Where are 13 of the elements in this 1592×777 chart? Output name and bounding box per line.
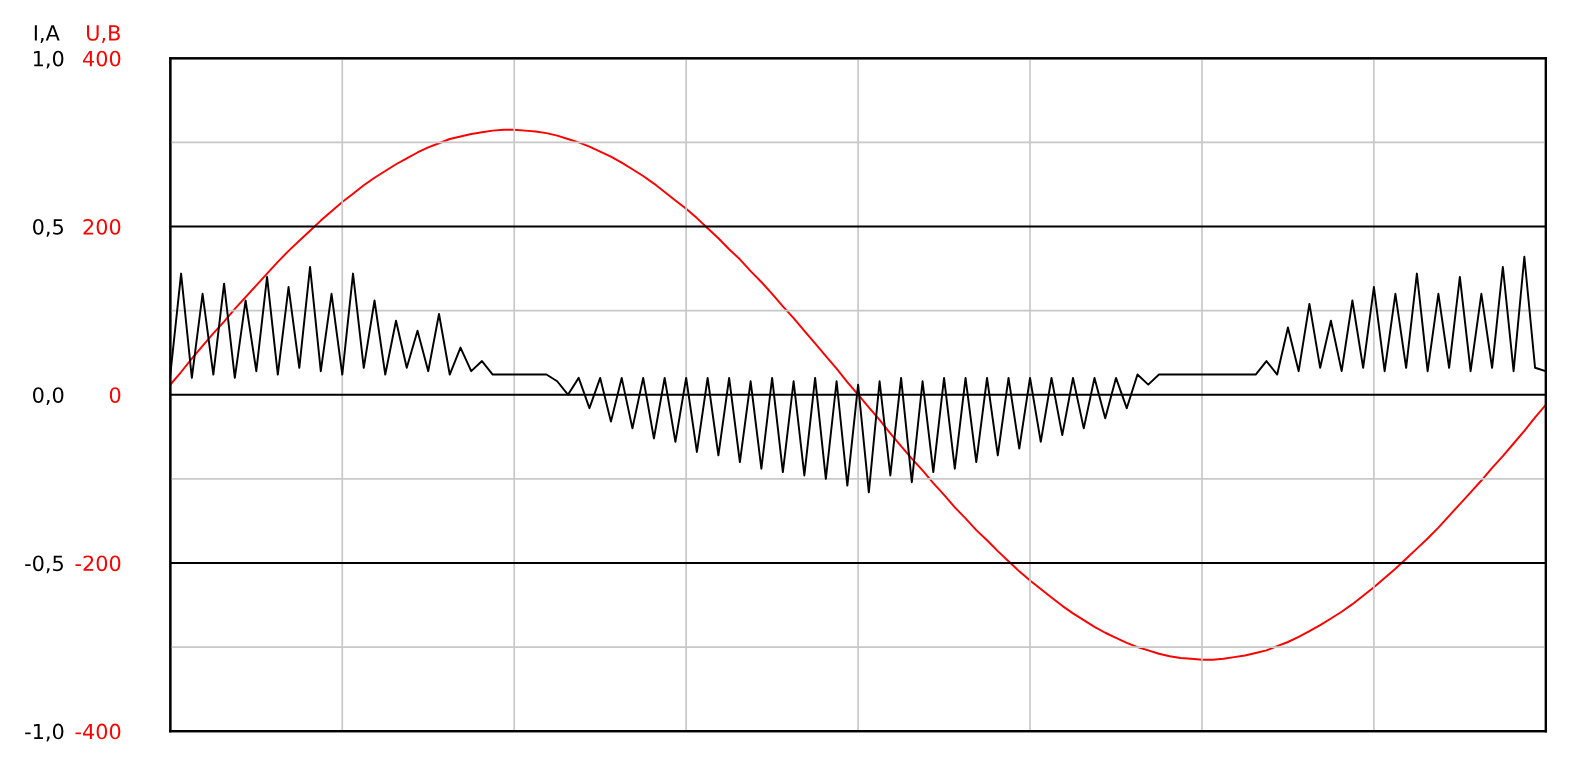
y-axis-title: I,A bbox=[34, 25, 60, 43]
y2-tick-label: 400 bbox=[82, 50, 121, 67]
y-tick-label: 0,5 bbox=[33, 218, 63, 237]
y2-tick-label: -200 bbox=[75, 555, 121, 572]
y2-axis-title: U,B bbox=[87, 25, 120, 43]
y2-tick-label: 0 bbox=[109, 387, 121, 403]
line-series bbox=[170, 128, 1546, 661]
y2-tick-label: -400 bbox=[75, 723, 121, 740]
y-tick-label: 0,0 bbox=[33, 387, 64, 406]
y-tick-label: -1,0 bbox=[25, 723, 64, 742]
y-tick-label: -0,5 bbox=[25, 555, 63, 574]
y-tick-label: 1,0 bbox=[33, 50, 64, 69]
y2-tick-label: 200 bbox=[83, 218, 121, 235]
